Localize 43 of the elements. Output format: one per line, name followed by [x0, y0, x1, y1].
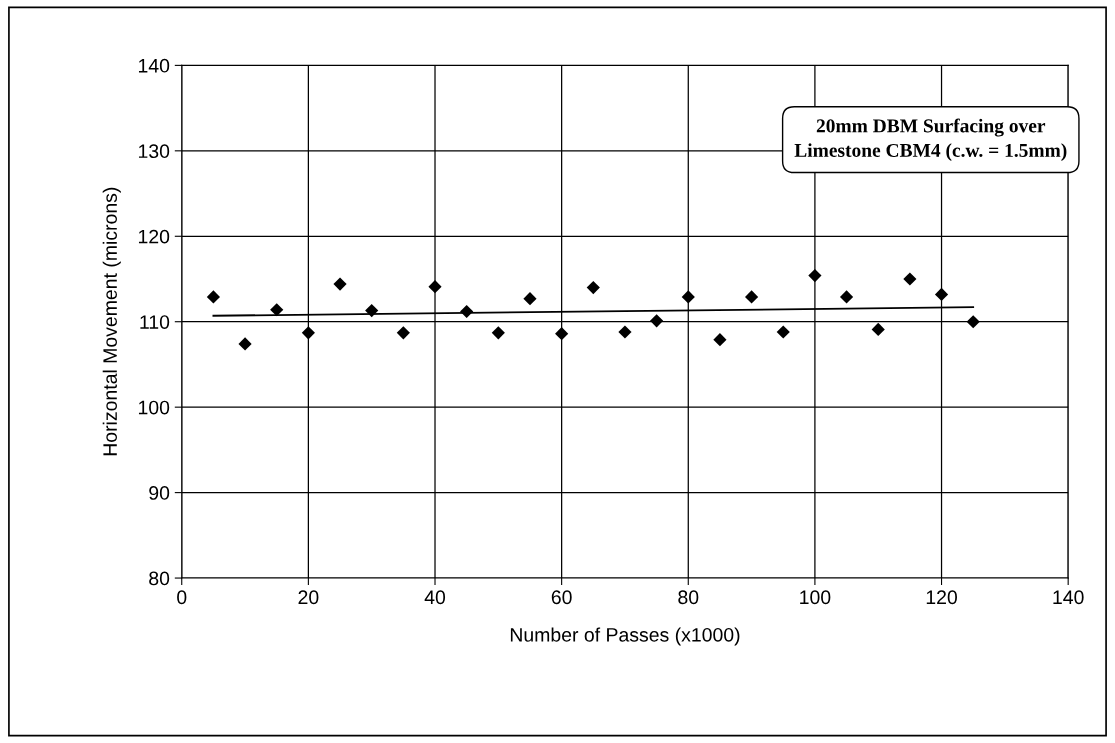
point [428, 280, 442, 294]
x-tick-label: 140 [1053, 590, 1084, 605]
y-tick-label: 130 [138, 144, 170, 159]
point [555, 327, 569, 341]
x-tick-label: 120 [926, 590, 957, 605]
x-tick-label: 20 [298, 590, 319, 605]
x-axis-title: Number of Passes (x1000) [510, 627, 740, 646]
point [491, 326, 505, 340]
y-tick-label: 90 [149, 486, 170, 500]
y-tick-label: 120 [138, 229, 170, 244]
point [713, 333, 727, 347]
point [776, 325, 790, 339]
point [270, 303, 284, 317]
point [871, 322, 885, 336]
point [301, 326, 315, 340]
point [618, 325, 632, 339]
point [808, 268, 822, 283]
x-tick-label: 100 [800, 590, 831, 605]
x-tick-label: 40 [424, 590, 446, 605]
x-tick-label: 0 [177, 590, 187, 605]
point [333, 277, 347, 291]
y-tick-label: 110 [140, 315, 170, 329]
y-tick-label: 80 [149, 571, 170, 586]
point [586, 280, 600, 295]
x-tick-label: 80 [678, 590, 699, 605]
point [903, 272, 917, 286]
y-axis-title: Horizontal Movement (microns) [102, 187, 121, 456]
x-tick-label: 60 [551, 590, 572, 605]
y-tick-label: 140 [138, 58, 170, 73]
point [523, 292, 537, 306]
point [934, 287, 949, 301]
point [238, 337, 252, 351]
point [365, 304, 379, 318]
point [650, 314, 664, 328]
point [839, 290, 854, 304]
y-tick-label: 100 [138, 400, 170, 415]
annotation: 20mm DBM Surfacing over Limestone CBM4 (c.w. = 1.5mm) [794, 118, 1067, 161]
point [206, 290, 220, 304]
point [745, 290, 759, 304]
point [396, 326, 410, 340]
point [681, 290, 695, 304]
point [460, 304, 474, 319]
point [966, 315, 980, 329]
